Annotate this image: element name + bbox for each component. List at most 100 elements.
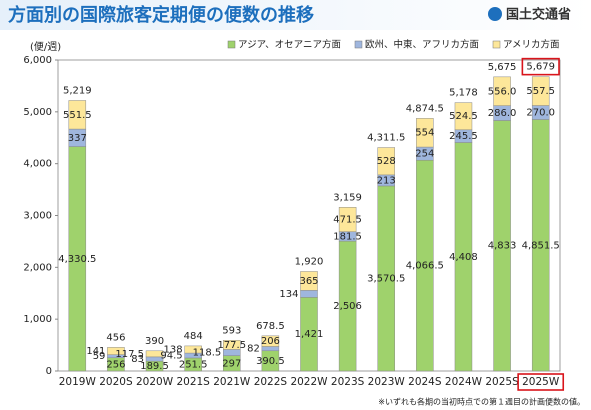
data-label: 524.5	[449, 111, 478, 122]
bar-segment	[300, 271, 318, 291]
legend-label: アメリカ方面	[503, 39, 560, 51]
total-label: 4,874.5	[406, 103, 444, 114]
highlight-box	[521, 57, 560, 76]
y-tick-label: 0	[46, 366, 52, 377]
data-label: 94.5	[160, 351, 182, 362]
data-label: 83	[131, 354, 144, 365]
data-label: 4,408	[449, 252, 478, 263]
legend-label: アジア、オセアニア方面	[238, 39, 341, 51]
data-label: 554	[415, 128, 434, 139]
data-label: 4,833	[488, 241, 517, 252]
data-label: 270.0	[526, 108, 555, 119]
data-label: 556.0	[488, 86, 517, 97]
data-label: 365	[299, 276, 318, 287]
y-axis-label: (便/週)	[30, 40, 61, 53]
bar-segment	[223, 340, 241, 350]
x-tick-label: 2023W	[368, 376, 406, 388]
data-label: 177.5	[217, 340, 246, 351]
data-label: 471.5	[333, 214, 362, 225]
legend-swatch	[227, 40, 236, 49]
data-label: 4,066.5	[406, 261, 444, 272]
bar-segment	[107, 347, 125, 355]
y-tick-label: 5,000	[23, 107, 52, 118]
data-label: 286.0	[488, 108, 517, 119]
data-label: 134	[279, 289, 298, 300]
data-label: 141	[86, 346, 105, 357]
total-label: 3,159	[333, 192, 362, 203]
bar-segment	[184, 345, 202, 354]
data-label: 118.5	[193, 348, 222, 359]
data-label: 245.5	[449, 131, 478, 142]
x-tick-label: 2024S	[408, 376, 442, 388]
data-label: 251.5	[179, 359, 208, 370]
y-tick-label: 2,000	[23, 262, 52, 273]
data-label: 254	[415, 149, 434, 160]
bar-segment	[416, 118, 434, 148]
page-title: 方面別の国際旅客定期便の便数の推移	[8, 4, 314, 26]
data-label: 206	[261, 336, 280, 347]
data-label: 4,330.5	[58, 254, 96, 265]
data-label: 297	[222, 358, 241, 369]
x-tick-label: 2025W	[522, 376, 560, 388]
data-label: 390.5	[256, 356, 285, 367]
bar-segment	[145, 350, 164, 358]
data-label: 1,421	[295, 329, 324, 340]
data-label: 557.5	[526, 86, 555, 97]
total-label: 593	[222, 325, 241, 336]
bar-segment	[454, 102, 473, 131]
bar-segment	[377, 147, 395, 176]
bar-segment	[300, 290, 318, 298]
x-tick-label: 2021S	[176, 376, 210, 388]
x-tick-label: 2024W	[445, 376, 483, 388]
y-tick-label: 3,000	[23, 211, 52, 222]
bar-segment	[261, 335, 280, 347]
legend-swatch	[492, 40, 501, 49]
x-tick-label: 2022S	[254, 376, 288, 388]
total-label: 5,679	[526, 62, 555, 73]
data-label: 2,506	[333, 301, 362, 312]
data-label: 213	[377, 175, 396, 186]
total-label: 484	[184, 331, 203, 342]
data-label: 117.5	[115, 349, 144, 360]
footnote: ※いずれも各期の当初時点での第１週目の計画便数の値。	[378, 397, 585, 407]
x-tick-label: 2025S	[485, 376, 519, 388]
bar-segment	[493, 76, 511, 106]
total-label: 678.5	[256, 321, 285, 332]
y-tick-label: 1,000	[23, 314, 52, 325]
data-label: 59	[93, 351, 106, 362]
data-label: 256	[106, 359, 125, 370]
data-label: 189.5	[140, 361, 169, 372]
logo-text: 国土交通省	[506, 7, 571, 23]
bar-segment	[338, 207, 357, 232]
total-label: 5,178	[449, 88, 478, 99]
total-label: 456	[106, 332, 125, 343]
bar-segment	[531, 76, 550, 106]
x-tick-label: 2019W	[59, 376, 97, 388]
x-tick-label: 2021W	[213, 376, 251, 388]
total-label: 5,219	[63, 85, 92, 96]
y-tick-label: 6,000	[23, 55, 52, 66]
legend-label: 欧州、中東、アフリカ方面	[365, 39, 479, 51]
x-tick-label: 2022W	[290, 376, 328, 388]
x-tick-label: 2020S	[99, 376, 133, 388]
total-label: 4,311.5	[367, 133, 405, 144]
logo-icon	[488, 7, 502, 21]
data-label: 3,570.5	[367, 273, 405, 284]
data-label: 551.5	[63, 110, 92, 121]
data-label: 528	[377, 156, 396, 167]
data-label: 181.5	[333, 231, 362, 242]
y-tick-label: 4,000	[23, 159, 52, 170]
total-label: 5,675	[488, 62, 517, 73]
total-label: 1,920	[295, 256, 324, 267]
x-tick-label: 2023S	[331, 376, 365, 388]
data-label: 138	[164, 344, 183, 355]
data-label: 4,851.5	[522, 240, 560, 251]
total-label: 390	[145, 336, 164, 347]
data-label: 337	[68, 133, 87, 144]
x-tick-label: 2020W	[136, 376, 174, 388]
legend-swatch	[354, 40, 363, 49]
highlight-box	[517, 373, 565, 391]
data-label: 82	[247, 344, 260, 355]
bar-segment	[68, 100, 87, 130]
